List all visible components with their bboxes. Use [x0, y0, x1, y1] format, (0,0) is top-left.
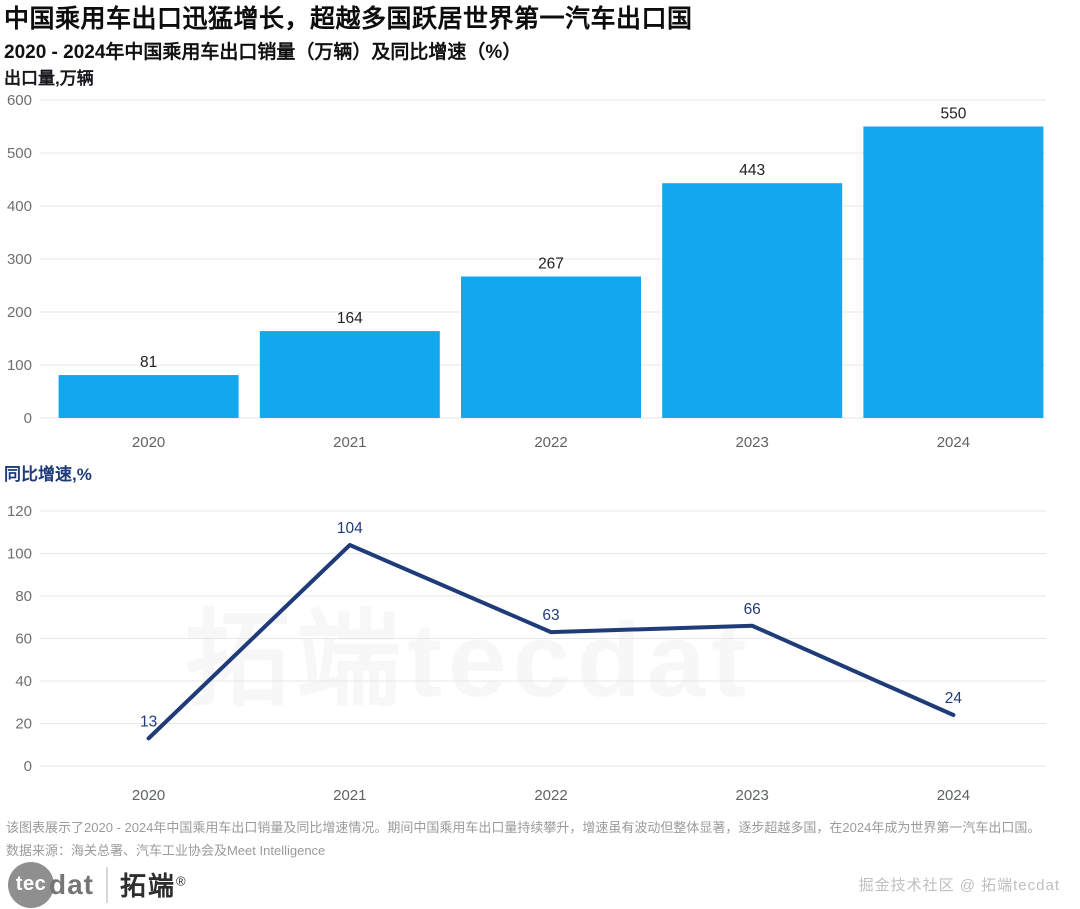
y-tick-label: 40 [15, 673, 32, 690]
point-value-label: 66 [744, 601, 761, 618]
point-value-label: 104 [337, 520, 363, 537]
watermark: 拓端tecdat [185, 602, 753, 719]
y-tick-label: 300 [7, 251, 32, 268]
tecdat-logo-circle-icon: tec [8, 861, 54, 908]
y-tick-label: 600 [7, 92, 32, 109]
x-tick-label: 2021 [333, 434, 366, 451]
y-tick-label: 80 [15, 588, 32, 605]
line-chart: 0 20 40 60 80 100 120 2020 2021 2022 2023 2024 13 104… [7, 503, 1046, 804]
x-tick-label: 2021 [333, 787, 366, 804]
bar [461, 276, 641, 418]
bar-chart-unit-label-strong: 出口量 [4, 69, 55, 88]
notes: 该图表展示了2020 - 2024年中国乘用车出口销量及同比增速情况。期间中国乘… [6, 820, 1080, 859]
x-tick-label: 2022 [534, 434, 567, 451]
x-tick-label: 2024 [937, 787, 970, 804]
community-attribution: 掘金技术社区 @ 拓端tecdat [858, 877, 1060, 894]
page-title: 中国乘用车出口迅猛增长，超越多国跃居世界第一汽车出口国 [4, 5, 693, 33]
y-tick-label: 100 [7, 546, 32, 563]
point-value-label: 63 [542, 607, 559, 624]
logo-divider [106, 866, 108, 903]
y-tick-label: 100 [7, 357, 32, 374]
line-chart-unit-label-rest: ,% [72, 465, 92, 484]
registered-mark: ® [176, 873, 188, 889]
bar-chart: 0 100 200 300 400 500 600 2020 2021 2022 2023 2024 8… [7, 92, 1046, 451]
bar [863, 126, 1044, 418]
point-value-label: 24 [945, 690, 963, 707]
bar [662, 183, 843, 418]
bar [58, 375, 239, 418]
line-chart-unit-label: 同比增速,% [4, 464, 1080, 486]
bar [259, 331, 440, 418]
header: 中国乘用车出口迅猛增长，超越多国跃居世界第一汽车出口国 2020 - 2024年… [0, 0, 1080, 66]
x-tick-label: 2022 [534, 787, 567, 804]
y-tick-label: 0 [24, 758, 32, 775]
note-data-source: 数据来源：海关总署、汽车工业协会及Meet Intelligence [6, 843, 326, 858]
tecdat-logo: tec dat 拓端® [8, 861, 188, 908]
tecdat-logo-text: dat [49, 868, 94, 900]
bar-chart-unit-label-rest: ,万辆 [55, 69, 94, 88]
x-tick-label: 2024 [937, 434, 970, 451]
bar-value-label: 443 [739, 162, 765, 179]
y-tick-label: 200 [7, 304, 32, 321]
trend-line [146, 543, 956, 741]
bar-value-label: 81 [140, 354, 157, 371]
x-tick-label: 2020 [132, 434, 165, 451]
note-description: 该图表展示了2020 - 2024年中国乘用车出口销量及同比增速情况。期间中国乘… [6, 820, 1041, 835]
x-tick-label: 2023 [736, 434, 769, 451]
line-chart-unit-label-strong: 同比增速 [4, 465, 72, 484]
x-tick-label: 2020 [132, 787, 165, 804]
bar-chart-unit-label: 出口量,万辆 [4, 68, 1080, 90]
tuoduan-logo-text: 拓端® [120, 871, 188, 901]
y-tick-label: 60 [15, 631, 32, 648]
bar-value-label: 267 [538, 255, 564, 272]
y-tick-label: 500 [7, 145, 32, 162]
footer: tec dat 拓端® 掘金技术社区 @ 拓端tecdat [0, 860, 1080, 909]
y-tick-label: 20 [15, 716, 32, 733]
point-value-label: 13 [140, 713, 157, 730]
y-tick-label: 120 [7, 503, 32, 520]
y-tick-label: 400 [7, 198, 32, 215]
bar-value-label: 164 [337, 310, 363, 327]
y-tick-label: 0 [24, 410, 32, 427]
bar-value-label: 550 [940, 106, 966, 123]
x-tick-label: 2023 [736, 787, 769, 804]
page-subtitle: 2020 - 2024年中国乘用车出口销量（万辆）及同比增速（%） [4, 42, 522, 63]
